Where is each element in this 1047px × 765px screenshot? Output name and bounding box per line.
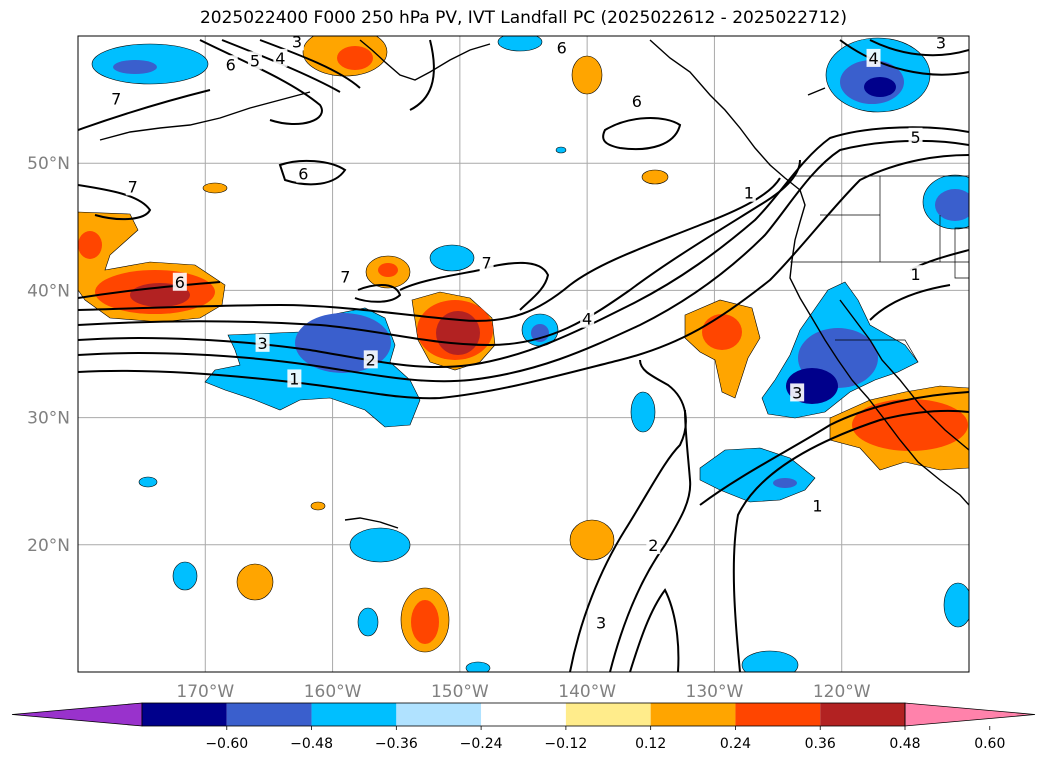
contour-label-bg — [629, 92, 644, 111]
contour-label: 6 — [226, 55, 236, 74]
contour-label-bg — [289, 36, 304, 51]
contour-label: 5 — [910, 128, 920, 147]
contour-label: 7 — [340, 268, 350, 287]
colorbar-extend-high — [904, 702, 1036, 727]
contour-label-bg — [594, 613, 609, 632]
colorbar-segment — [226, 703, 312, 726]
colorbar: −0.60 −0.48 −0.36 −0.24 −0.12 0.12 0.24 0.36 0.4… — [11, 702, 1036, 752]
contour-label-bg — [866, 48, 881, 67]
lon-tick-label: 130°W — [686, 682, 744, 702]
pv-contours — [78, 39, 969, 672]
lat-tick-label: 20°N — [27, 536, 70, 556]
contour-label-bg — [296, 164, 311, 183]
contour-label-bg — [908, 127, 923, 146]
contour-label-bg — [790, 383, 805, 402]
contour-label: 3 — [596, 614, 606, 633]
map-title: 2025022400 F000 250 hPa PV, IVT Landfall… — [199, 8, 847, 28]
colorbar-segment — [481, 703, 566, 726]
contour-label: 4 — [582, 310, 592, 329]
contour-label-bg — [172, 272, 187, 291]
contour-label-bg — [554, 38, 569, 57]
lon-tick-label: 140°W — [558, 682, 616, 702]
lon-tick-label: 160°W — [304, 682, 362, 702]
colorbar-tick-label: 0.60 — [974, 736, 1005, 752]
contour-label: 3 — [792, 383, 802, 402]
contour-label: 4 — [868, 49, 878, 68]
colorbar-tick-label: −0.12 — [544, 736, 587, 752]
colorbar-extend-low — [11, 702, 143, 727]
borders — [790, 175, 969, 363]
lat-tick-label: 30°N — [27, 409, 70, 429]
colorbar-segment — [650, 703, 736, 726]
contour-label: 2 — [366, 350, 376, 369]
contour-label: 1 — [812, 497, 822, 516]
colorbar-segment — [142, 703, 227, 726]
contour-label: 2 — [648, 536, 658, 555]
lon-tick-label: 120°W — [813, 682, 871, 702]
lon-tick-label: 150°W — [431, 682, 489, 702]
contour-label: 6 — [632, 92, 642, 111]
coastlines — [99, 39, 969, 529]
lat-tick-label: 40°N — [27, 281, 70, 301]
contour-label-bg — [287, 369, 302, 388]
colorbar-tick-label: −0.24 — [460, 736, 503, 752]
contour-label-bg — [646, 536, 661, 555]
contour-label: 3 — [292, 32, 302, 51]
colorbar-tick-label: −0.60 — [205, 736, 248, 752]
contour-label-bg — [908, 265, 923, 284]
contour-label: 7 — [481, 254, 491, 273]
lat-tick-label: 50°N — [27, 154, 70, 174]
colorbar-segment — [565, 703, 651, 726]
contour-label-bg — [125, 177, 140, 196]
colorbar-segment — [311, 703, 397, 726]
colorbar-segment — [820, 703, 905, 726]
contour-label-bg — [223, 55, 238, 74]
contour-label-bg — [338, 267, 353, 286]
contour-label: 3 — [257, 334, 267, 353]
colorbar-tick-label: −0.36 — [375, 736, 418, 752]
lon-tick-label: 170°W — [176, 682, 234, 702]
contour-label: 3 — [936, 34, 946, 53]
colorbar-tick-label: 0.12 — [635, 736, 666, 752]
contour-label-bg — [741, 183, 756, 202]
contour-label-bg — [247, 51, 262, 70]
contour-label-bg — [479, 253, 494, 272]
contour-label-bg — [363, 350, 378, 369]
contour-label: 1 — [744, 184, 754, 203]
colorbar-tick-label: −0.48 — [290, 736, 333, 752]
plot-frame — [77, 35, 970, 673]
contour-label: 7 — [111, 90, 121, 109]
contour-label: 1 — [910, 265, 920, 284]
contour-label-bg — [109, 89, 124, 108]
contour-label: 6 — [298, 165, 308, 184]
colorbar-segment — [735, 703, 821, 726]
contour-label: 5 — [250, 51, 260, 70]
colorbar-frame — [141, 702, 906, 727]
contour-label: 7 — [128, 177, 138, 196]
colorbar-tick-label: 0.48 — [889, 736, 920, 752]
colorbar-tick-label: 0.24 — [720, 736, 751, 752]
contour-label: 4 — [275, 49, 285, 68]
contour-label: 6 — [175, 273, 185, 292]
contour-label-bg — [580, 309, 595, 328]
contour-label-bg — [273, 48, 288, 67]
contour-label-bg — [255, 333, 270, 352]
colorbar-segment — [396, 703, 482, 726]
contour-label-bg — [933, 36, 948, 52]
contour-label-bg — [810, 496, 825, 515]
contour-label: 6 — [557, 39, 567, 58]
axis-tick-labels: 170°W 160°W 150°W 140°W 130°W 120°W 20°N 30°N 40… — [27, 154, 871, 702]
colorbar-tick-label: 0.36 — [805, 736, 836, 752]
pv-shading — [78, 36, 969, 672]
contour-label: 1 — [289, 369, 299, 388]
